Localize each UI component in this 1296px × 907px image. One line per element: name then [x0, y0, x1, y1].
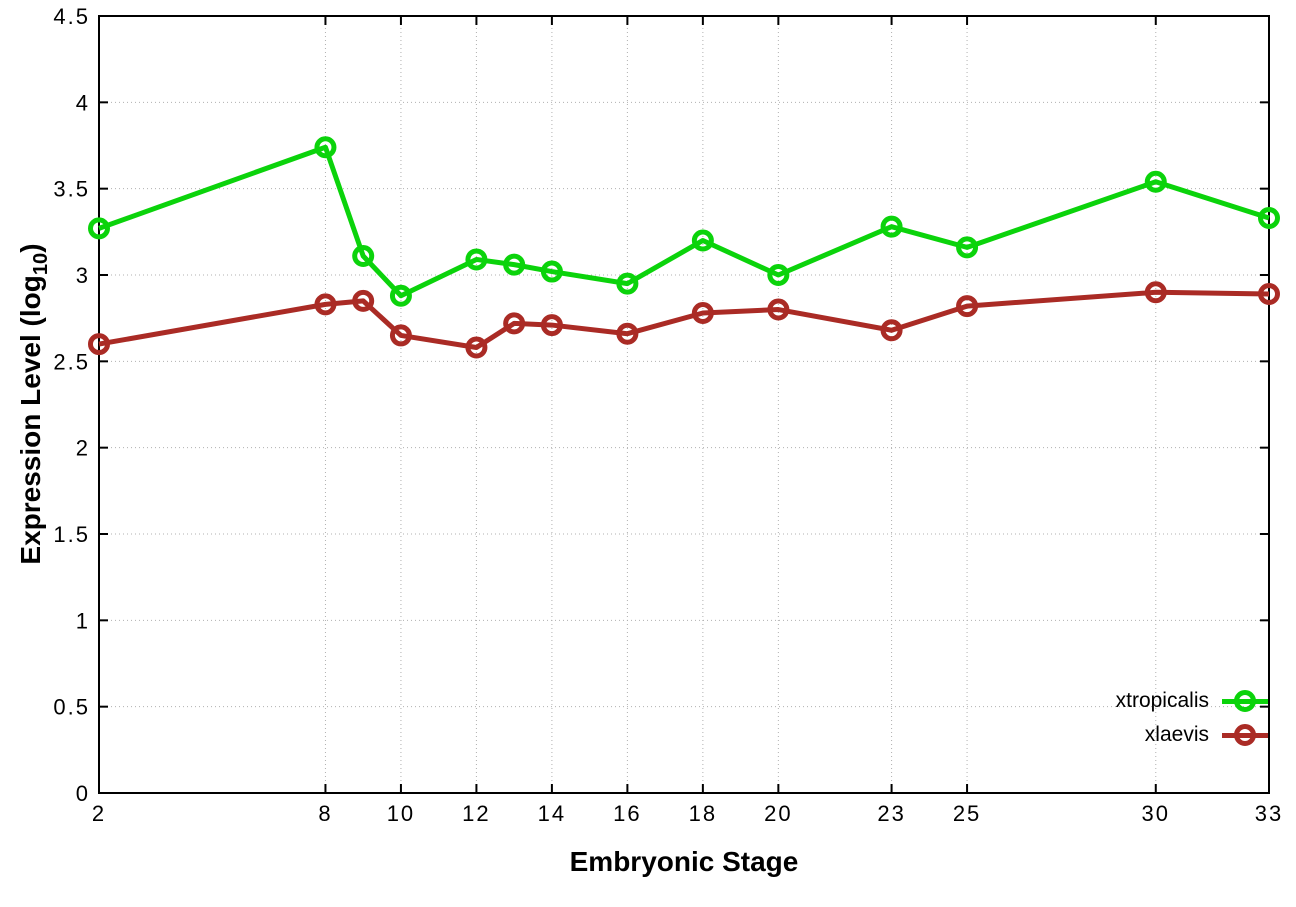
- series-line-xtropicalis: [98, 144, 1270, 299]
- x-axis-label: Embryonic Stage: [569, 846, 799, 877]
- data-point-xtropicalis: [1258, 207, 1280, 230]
- y-tick-label: 4.5: [53, 4, 90, 29]
- y-tick-label: 3.5: [53, 177, 90, 202]
- x-tick-label: 33: [1255, 801, 1283, 826]
- data-point-xtropicalis: [314, 136, 337, 159]
- data-point-xtropicalis: [540, 260, 563, 283]
- data-point-xtropicalis: [352, 245, 375, 268]
- y-tick-label: 0.5: [53, 695, 90, 720]
- legend-label-xtropicalis: xtropicalis: [1115, 689, 1209, 712]
- x-tick-label: 16: [613, 801, 641, 826]
- y-tick-label: 1.5: [53, 522, 90, 547]
- data-point-xlaevis: [465, 336, 488, 359]
- legend-item-xlaevis: xlaevis: [1145, 724, 1268, 746]
- data-point-xtropicalis: [767, 264, 790, 286]
- legend-item-xtropicalis: xtropicalis: [1116, 690, 1268, 712]
- y-tick-label: 0: [76, 781, 90, 806]
- y-tick-label: 3: [76, 263, 90, 288]
- data-point-xtropicalis: [503, 253, 526, 276]
- data-point-xtropicalis: [616, 272, 639, 295]
- circle-marker-icon: [1234, 724, 1256, 746]
- data-point-xtropicalis: [88, 217, 110, 240]
- y-axis-label-text: Expression Level (log: [15, 275, 47, 565]
- data-point-xlaevis: [1258, 282, 1280, 305]
- circle-marker-icon: [1234, 690, 1256, 712]
- y-tick-label: 2: [76, 436, 90, 461]
- plot-border: [98, 15, 1270, 794]
- data-point-xlaevis: [540, 314, 563, 337]
- x-tick-label: 30: [1142, 801, 1170, 826]
- data-point-xlaevis: [314, 293, 337, 316]
- legend-label-xlaevis: xlaevis: [1144, 723, 1209, 746]
- x-tick-label: 10: [387, 801, 415, 826]
- data-point-xlaevis: [88, 333, 110, 356]
- y-axis-label-suffix: ): [15, 243, 47, 253]
- x-tick-label: 14: [538, 801, 566, 826]
- data-point-xlaevis: [880, 319, 903, 342]
- data-point-xtropicalis: [1144, 170, 1167, 193]
- y-axis-label: Expression Level (log10): [15, 243, 53, 564]
- series-line-xlaevis: [98, 289, 1270, 351]
- x-tick-label: 25: [953, 801, 981, 826]
- x-tick-label: 18: [689, 801, 717, 826]
- data-point-xlaevis: [691, 301, 714, 324]
- data-point-xtropicalis: [389, 284, 412, 307]
- data-point-xlaevis: [616, 322, 639, 345]
- data-point-xlaevis: [352, 289, 375, 312]
- x-tick-label: 12: [462, 801, 490, 826]
- x-tick-label: 2: [92, 801, 106, 826]
- data-point-xtropicalis: [956, 236, 979, 259]
- data-point-xlaevis: [767, 298, 790, 321]
- data-point-xlaevis: [1144, 281, 1167, 304]
- data-point-xlaevis: [503, 312, 526, 335]
- data-point-xlaevis: [956, 295, 979, 318]
- legend-marker-xlaevis: [1222, 724, 1268, 746]
- data-point-xlaevis: [389, 324, 412, 347]
- data-point-xtropicalis: [465, 248, 488, 271]
- y-tick-label: 4: [76, 90, 90, 115]
- y-tick-label: 1: [76, 608, 90, 633]
- y-tick-label: 2.5: [53, 349, 90, 374]
- legend-marker-xtropicalis: [1222, 690, 1268, 712]
- data-point-xtropicalis: [691, 229, 714, 252]
- x-tick-label: 20: [764, 801, 792, 826]
- data-point-xtropicalis: [880, 215, 903, 238]
- x-tick-label: 23: [877, 801, 905, 826]
- x-tick-label: 8: [318, 801, 332, 826]
- legend: xtropicalis xlaevis: [1116, 690, 1268, 746]
- y-axis-label-subscript: 10: [29, 252, 52, 276]
